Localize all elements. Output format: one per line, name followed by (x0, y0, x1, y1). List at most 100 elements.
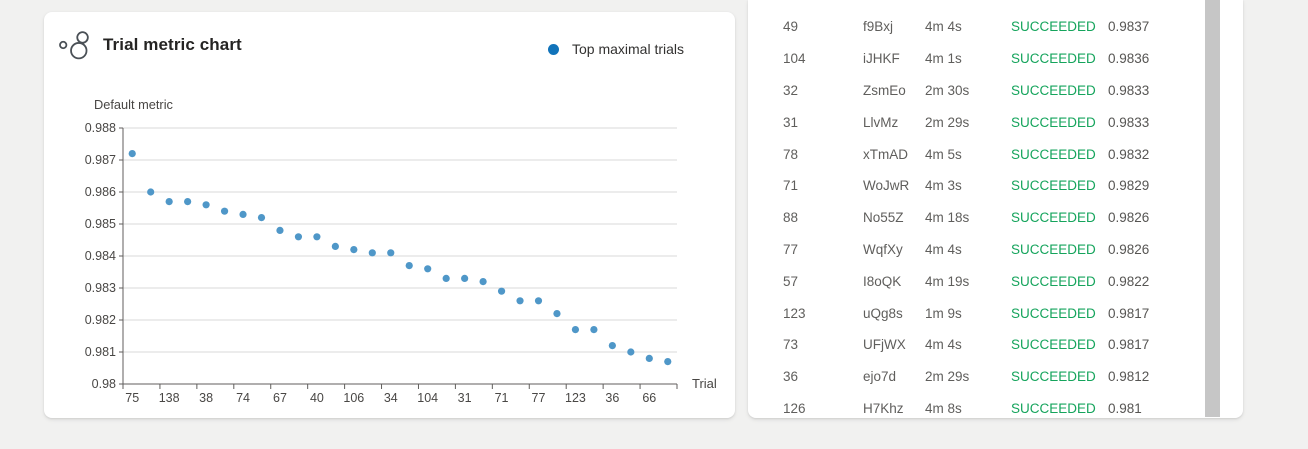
scatter-point[interactable] (664, 358, 672, 366)
trial-number-cell: 31 (783, 114, 799, 130)
trial-status-badge: SUCCEEDED (1011, 400, 1096, 416)
trial-duration-cell: 4m 4s (925, 241, 962, 257)
scatter-point[interactable] (276, 226, 284, 234)
x-axis-tick-label: 77 (532, 391, 546, 405)
scatter-point[interactable] (571, 326, 580, 334)
trial-number-cell: 123 (783, 305, 806, 321)
trial-table-row[interactable]: 71 WoJwR 4m 3s SUCCEEDED 0.9829 (748, 170, 1203, 202)
trial-table-row[interactable]: 88 No55Z 4m 18s SUCCEEDED 0.9826 (748, 202, 1203, 234)
scatter-point[interactable] (184, 198, 192, 206)
scatter-point[interactable] (368, 249, 376, 257)
scatter-point[interactable] (479, 278, 487, 286)
scatter-point[interactable] (461, 274, 469, 282)
trial-metric-cell: 0.9817 (1108, 337, 1150, 353)
trial-status-badge: SUCCEEDED (1011, 305, 1096, 321)
trial-status-badge: SUCCEEDED (1011, 146, 1096, 162)
chart-card-header: Trial metric chart (58, 28, 242, 62)
scatter-point[interactable] (350, 246, 358, 254)
trial-metric-cell: 0.9812 (1108, 369, 1150, 385)
trial-metric-chart-card: Trial metric chart Top maximal trials De… (44, 12, 735, 418)
y-axis-tick-label: 0.988 (85, 121, 116, 135)
trial-table-row[interactable]: 32 ZsmEo 2m 30s SUCCEEDED 0.9833 (748, 75, 1203, 107)
scatter-point[interactable] (405, 262, 413, 270)
scatter-point[interactable] (424, 265, 432, 273)
trial-table-row[interactable]: 104 iJHKF 4m 1s SUCCEEDED 0.9836 (748, 43, 1203, 75)
scatter-point[interactable] (313, 233, 321, 241)
trial-id-cell: UFjWX (863, 337, 906, 353)
trial-metric-scatter-plot[interactable]: Default metric0.9880.9870.9860.9850.9840… (84, 97, 744, 417)
table-scrollbar-track[interactable] (1205, 0, 1220, 418)
scatter-point[interactable] (608, 342, 616, 350)
trial-table-row[interactable]: 123 uQg8s 1m 9s SUCCEEDED 0.9817 (748, 297, 1203, 329)
trial-id-cell: iJHKF (863, 51, 900, 67)
trial-metric-cell: 0.9833 (1108, 114, 1150, 130)
trial-status-badge: SUCCEEDED (1011, 241, 1096, 257)
scatter-point[interactable] (294, 233, 303, 241)
x-axis-tick-label: 138 (159, 391, 180, 405)
trial-number-cell: 104 (783, 51, 806, 67)
y-axis-tick-label: 0.981 (85, 345, 116, 359)
trial-duration-cell: 4m 19s (925, 273, 970, 289)
trial-status-badge: SUCCEEDED (1011, 19, 1096, 35)
trial-number-cell: 49 (783, 19, 799, 35)
scatter-point[interactable] (516, 297, 524, 305)
scatter-point[interactable] (497, 287, 506, 295)
trial-metric-cell: 0.9832 (1108, 146, 1150, 162)
scatter-point[interactable] (239, 210, 247, 218)
trial-id-cell: uQg8s (863, 305, 903, 321)
trial-status-badge: SUCCEEDED (1011, 273, 1096, 289)
trial-duration-cell: 4m 8s (925, 400, 962, 416)
trial-table-row[interactable]: 31 LlvMz 2m 29s SUCCEEDED 0.9833 (748, 106, 1203, 138)
trial-table-row[interactable]: 49 f9Bxj 4m 4s SUCCEEDED 0.9837 (748, 11, 1203, 43)
x-axis-tick-label: 67 (273, 391, 287, 405)
trial-duration-cell: 4m 18s (925, 210, 970, 226)
trial-id-cell: xTmAD (863, 146, 908, 162)
scatter-point[interactable] (257, 214, 266, 222)
x-axis-tick-label: 36 (605, 391, 619, 405)
trial-table-row[interactable]: 73 UFjWX 4m 4s SUCCEEDED 0.9817 (748, 329, 1203, 361)
scatter-point[interactable] (202, 201, 210, 209)
scatter-point[interactable] (645, 354, 653, 362)
x-axis-tick-label: 66 (642, 391, 656, 405)
scatter-point[interactable] (442, 274, 450, 282)
scatter-point[interactable] (128, 150, 136, 158)
trial-number-cell: 36 (783, 369, 799, 385)
trial-status-badge: SUCCEEDED (1011, 82, 1096, 98)
trial-metric-cell: 0.9826 (1108, 210, 1150, 226)
chart-card-title: Trial metric chart (103, 35, 242, 54)
scatter-point[interactable] (627, 348, 635, 356)
trial-metric-cell: 0.9817 (1108, 305, 1150, 321)
table-scrollbar-thumb[interactable] (1205, 0, 1220, 417)
x-axis-tick-label: 74 (236, 391, 250, 405)
scatter-point[interactable] (331, 242, 339, 250)
trial-table-row[interactable]: 36 ejo7d 2m 29s SUCCEEDED 0.9812 (748, 361, 1203, 393)
trial-table-row[interactable]: 77 WqfXy 4m 4s SUCCEEDED 0.9826 (748, 234, 1203, 266)
x-axis-tick-label: 31 (458, 391, 472, 405)
trial-duration-cell: 2m 29s (925, 114, 970, 130)
scatter-point[interactable] (534, 297, 543, 305)
trial-table-row[interactable]: 57 I8oQK 4m 19s SUCCEEDED 0.9822 (748, 265, 1203, 297)
scatter-point[interactable] (220, 207, 229, 215)
chart-legend-item[interactable]: Top maximal trials (548, 41, 684, 57)
x-axis-tick-label: 104 (417, 391, 438, 405)
trial-duration-cell: 4m 3s (925, 178, 962, 194)
scatter-point[interactable] (553, 310, 561, 318)
trial-id-cell: No55Z (863, 210, 904, 226)
trial-duration-cell: 2m 29s (925, 369, 970, 385)
trial-status-badge: SUCCEEDED (1011, 178, 1096, 194)
scatter-point[interactable] (590, 326, 598, 334)
trial-number-cell: 88 (783, 210, 799, 226)
trial-metric-cell: 0.9836 (1108, 51, 1150, 67)
trial-id-cell: ZsmEo (863, 82, 906, 98)
scatter-point[interactable] (147, 188, 155, 196)
scatter-point[interactable] (387, 249, 395, 257)
trial-id-cell: H7Khz (863, 400, 904, 416)
trial-table-row[interactable]: 126 H7Khz 4m 8s SUCCEEDED 0.981 (748, 393, 1203, 418)
trial-number-cell: 71 (783, 178, 799, 194)
scatter-point[interactable] (165, 198, 173, 206)
trial-table-row[interactable]: 78 xTmAD 4m 5s SUCCEEDED 0.9832 (748, 138, 1203, 170)
trial-number-cell: 77 (783, 241, 799, 257)
trial-duration-cell: 4m 5s (925, 146, 962, 162)
trial-id-cell: WoJwR (863, 178, 910, 194)
